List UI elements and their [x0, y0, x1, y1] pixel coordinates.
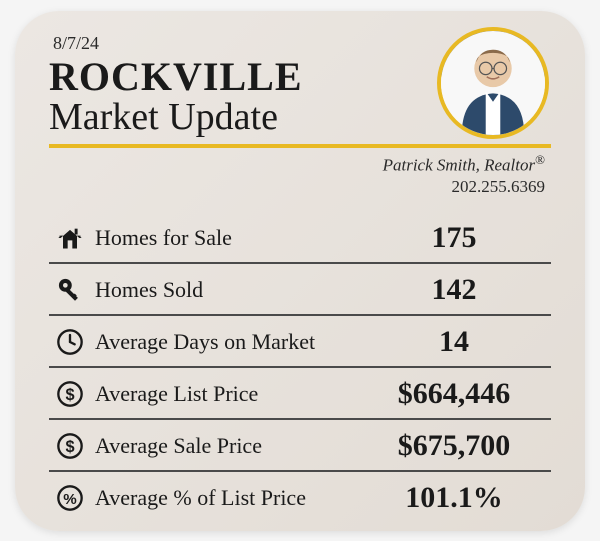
stat-value: 14: [359, 325, 549, 359]
table-row: Average Days on Market 14: [49, 316, 551, 368]
percent-icon: %: [51, 484, 89, 512]
table-row: $ Average List Price $664,446: [49, 368, 551, 420]
avatar-icon: [441, 31, 545, 135]
stat-value: $664,446: [359, 377, 549, 411]
table-row: $ Average Sale Price $675,700: [49, 420, 551, 472]
stat-label: Average Sale Price: [89, 433, 359, 459]
realtor-name: Patrick Smith, Realtor: [383, 155, 536, 174]
stat-label: Homes for Sale: [89, 225, 359, 251]
stat-value: 142: [359, 273, 549, 307]
dollar-icon: $: [51, 380, 89, 408]
registered-mark: ®: [535, 152, 545, 167]
stat-value: 175: [359, 221, 549, 255]
accent-divider: [49, 144, 551, 148]
stat-label: Homes Sold: [89, 277, 359, 303]
stat-label: Average % of List Price: [89, 485, 359, 511]
realtor-phone: 202.255.6369: [452, 177, 546, 196]
stat-label: Average List Price: [89, 381, 359, 407]
header: 8/7/24 ROCKVILLE Market Update: [49, 33, 551, 136]
stats-table: Homes for Sale 175 Homes Sold 142 Averag…: [49, 212, 551, 522]
home-icon: [51, 224, 89, 252]
market-update-card: 8/7/24 ROCKVILLE Market Update Patrick S…: [15, 11, 585, 531]
key-icon: [51, 276, 89, 304]
table-row: % Average % of List Price 101.1%: [49, 472, 551, 522]
stat-value: $675,700: [359, 429, 549, 463]
svg-text:%: %: [63, 491, 77, 508]
dollar-icon: $: [51, 432, 89, 460]
stat-label: Average Days on Market: [89, 329, 359, 355]
svg-text:$: $: [65, 386, 74, 404]
avatar: [437, 27, 549, 139]
svg-text:$: $: [65, 438, 74, 456]
table-row: Homes for Sale 175: [49, 212, 551, 264]
table-row: Homes Sold 142: [49, 264, 551, 316]
stat-value: 101.1%: [359, 481, 549, 515]
realtor-contact: Patrick Smith, Realtor® 202.255.6369: [49, 152, 551, 199]
clock-icon: [51, 328, 89, 356]
